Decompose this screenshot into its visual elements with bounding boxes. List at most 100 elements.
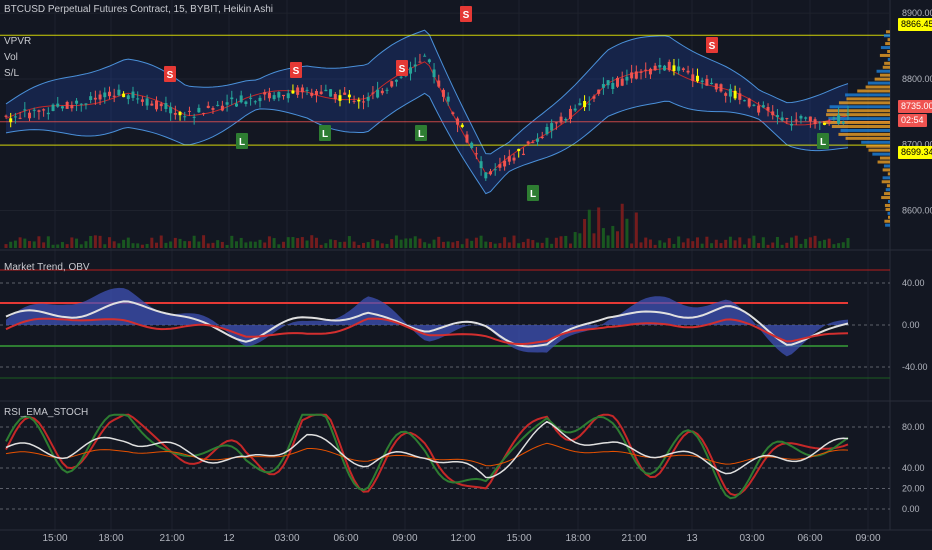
candle-body — [653, 65, 657, 71]
volume-bar — [441, 241, 445, 248]
volume-bar — [300, 237, 304, 248]
rsi-pane[interactable] — [0, 413, 890, 510]
volume-bar — [531, 240, 535, 248]
volume-profile-bar — [872, 152, 890, 156]
volume-profile-bar — [888, 200, 890, 203]
volume-bar — [738, 237, 742, 248]
volume-profile-bar — [884, 61, 890, 65]
bollinger-lower-line — [5, 92, 849, 195]
volume-bar — [790, 237, 794, 248]
volume-bar — [32, 241, 36, 248]
volume-bar — [173, 237, 177, 248]
volume-profile-bar — [883, 34, 890, 38]
candle-body — [681, 68, 685, 71]
market-trend-pane[interactable] — [0, 269, 890, 379]
volume-bar — [9, 241, 13, 248]
candle-body — [56, 103, 60, 107]
candle-body — [531, 142, 535, 144]
volume-bar — [390, 239, 394, 248]
candle-body — [512, 157, 516, 161]
volume-bar — [56, 244, 60, 248]
volume-bar — [234, 241, 238, 248]
volume-bar — [653, 244, 657, 248]
candle-body — [300, 87, 304, 93]
candle-body — [719, 84, 723, 92]
volume-bar — [230, 235, 234, 248]
candle-body — [545, 126, 549, 135]
candle-body — [291, 90, 295, 94]
signal-label: L — [239, 137, 245, 148]
volume-bar — [691, 241, 695, 248]
volume-profile-bar — [885, 207, 890, 211]
candle-body — [474, 153, 478, 155]
candle-body — [202, 113, 206, 115]
volume-bar — [343, 241, 347, 248]
candle-body — [197, 107, 201, 113]
volume-bar — [409, 238, 413, 248]
pane2-title[interactable]: Market Trend, OBV — [4, 262, 90, 273]
volume-profile-bar — [887, 211, 890, 215]
stoch-d-line — [5, 413, 849, 497]
candle-body — [343, 92, 347, 95]
candle-body — [700, 80, 704, 82]
candle-body — [122, 93, 126, 98]
volume-bar — [719, 243, 723, 248]
candle-body — [112, 95, 116, 97]
volume-bar — [695, 237, 699, 248]
candle-body — [376, 89, 380, 98]
volume-bar — [625, 218, 629, 248]
candle-body — [361, 101, 365, 103]
volume-bar — [314, 237, 318, 248]
volume-bar — [757, 243, 761, 248]
signal-label: L — [530, 189, 536, 200]
sell-signal-marker — [706, 37, 718, 53]
candle-body — [437, 80, 441, 87]
volume-bar — [554, 237, 558, 248]
candle-body — [536, 138, 540, 142]
time-tick-label: 09:00 — [392, 533, 417, 544]
volume-bar — [601, 228, 605, 248]
candle-body — [728, 88, 732, 97]
rsi-tick-label: 20.00 — [902, 484, 925, 494]
volume-bar — [437, 236, 441, 248]
price-pane[interactable]: S S S S S L L L L L — [0, 6, 890, 248]
candle-body — [686, 70, 690, 73]
indicator-vpvr[interactable]: VPVR — [4, 36, 32, 47]
candle-body — [155, 100, 159, 110]
candle-body — [357, 99, 361, 102]
volume-bar — [272, 238, 276, 248]
candle-body — [441, 89, 445, 97]
candle-body — [18, 117, 22, 119]
volume-profile-bar — [829, 105, 890, 109]
volume-profile-bar — [831, 125, 890, 128]
volume-bar — [75, 238, 79, 248]
candle-body — [587, 103, 591, 105]
volume-bar — [710, 243, 714, 248]
volume-bar — [286, 237, 290, 248]
candle-body — [794, 119, 798, 121]
candle-body — [366, 96, 370, 101]
candle-body — [639, 71, 643, 73]
volume-bar — [159, 235, 163, 248]
candle-body — [841, 121, 845, 124]
candle-body — [399, 76, 403, 78]
candle-body — [37, 110, 41, 112]
volume-bar — [808, 237, 812, 248]
volume-bar — [780, 244, 784, 248]
volume-bar — [60, 242, 64, 248]
candle-body — [597, 89, 601, 94]
candle-body — [352, 100, 356, 102]
volume-profile-bar — [868, 148, 890, 152]
volume-bar — [832, 244, 836, 248]
indicator-sl[interactable]: S/L — [4, 68, 20, 79]
volume-bar — [705, 236, 709, 248]
volume-bar — [423, 242, 427, 248]
candle-body — [216, 104, 220, 106]
indicator-vol[interactable]: Vol — [4, 52, 18, 63]
volume-bar — [620, 203, 624, 248]
buy-signal-marker — [319, 125, 331, 141]
volume-bar — [827, 238, 831, 248]
volume-bar — [686, 238, 690, 248]
pane3-title[interactable]: RSI_EMA_STOCH — [4, 407, 89, 418]
